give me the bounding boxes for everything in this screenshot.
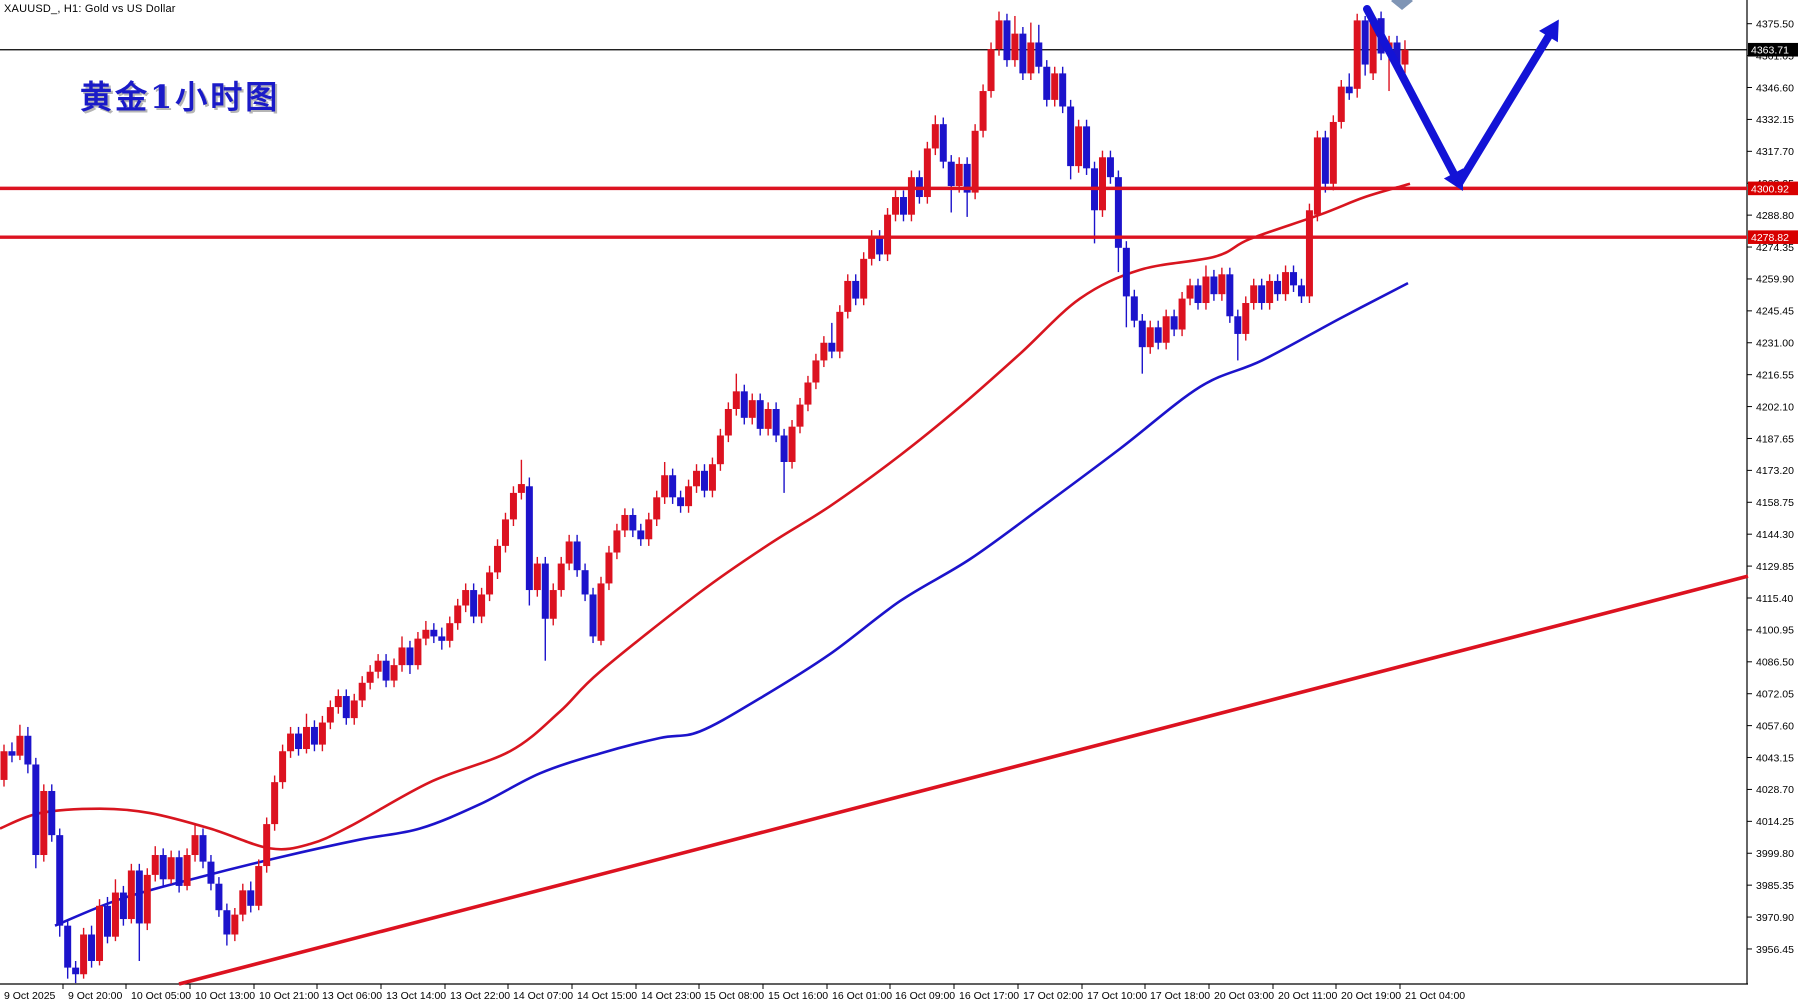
svg-text:17 Oct 10:00: 17 Oct 10:00 (1087, 990, 1147, 1002)
svg-text:4057.60: 4057.60 (1756, 720, 1794, 732)
svg-text:4278.82: 4278.82 (1751, 232, 1789, 244)
diamond-marker-icon[interactable] (1391, 0, 1413, 10)
symbol-label: XAUUSD_, H1: Gold vs US Dollar (4, 3, 176, 15)
svg-text:21 Oct 04:00: 21 Oct 04:00 (1405, 990, 1465, 1002)
svg-text:9 Oct 2025: 9 Oct 2025 (4, 990, 56, 1002)
svg-text:4363.71: 4363.71 (1751, 45, 1789, 57)
svg-text:4100.95: 4100.95 (1756, 625, 1794, 637)
price-badges: 4300.92 4278.82 4363.71 (1748, 42, 1798, 244)
svg-text:4043.15: 4043.15 (1756, 752, 1794, 764)
svg-text:4259.90: 4259.90 (1756, 274, 1794, 286)
svg-text:4332.15: 4332.15 (1756, 114, 1794, 126)
svg-text:4231.00: 4231.00 (1756, 338, 1794, 350)
svg-text:4375.50: 4375.50 (1756, 19, 1794, 31)
svg-text:4086.50: 4086.50 (1756, 657, 1794, 669)
x-axis: 9 Oct 2025 9 Oct 20:00 10 Oct 05:00 10 Oct … (4, 984, 1465, 1002)
svg-text:4202.10: 4202.10 (1756, 401, 1794, 413)
svg-text:4346.60: 4346.60 (1756, 82, 1794, 94)
svg-text:16 Oct 01:00: 16 Oct 01:00 (832, 990, 892, 1002)
svg-text:4317.70: 4317.70 (1756, 146, 1794, 158)
trendline[interactable] (178, 574, 1749, 986)
svg-text:20 Oct 03:00: 20 Oct 03:00 (1214, 990, 1274, 1002)
ma-slow-blue-line (54, 281, 1409, 927)
ma-fast-red-line (0, 182, 1411, 851)
svg-text:10 Oct 21:00: 10 Oct 21:00 (259, 990, 319, 1002)
svg-text:4187.65: 4187.65 (1756, 433, 1794, 445)
svg-text:13 Oct 22:00: 13 Oct 22:00 (450, 990, 510, 1002)
svg-text:4129.85: 4129.85 (1756, 561, 1794, 573)
svg-text:20 Oct 19:00: 20 Oct 19:00 (1341, 990, 1401, 1002)
svg-text:4014.25: 4014.25 (1756, 816, 1794, 828)
svg-text:17 Oct 02:00: 17 Oct 02:00 (1023, 990, 1083, 1002)
svg-text:4144.30: 4144.30 (1756, 529, 1794, 541)
svg-text:4288.80: 4288.80 (1756, 210, 1794, 222)
svg-text:4173.20: 4173.20 (1756, 465, 1794, 477)
svg-text:4274.35: 4274.35 (1756, 242, 1794, 254)
svg-text:3999.80: 3999.80 (1756, 848, 1794, 860)
svg-text:4028.70: 4028.70 (1756, 784, 1794, 796)
svg-text:15 Oct 08:00: 15 Oct 08:00 (704, 990, 764, 1002)
svg-text:4216.55: 4216.55 (1756, 369, 1794, 381)
forecast-arrow-annotation[interactable] (1363, 5, 1559, 192)
svg-text:20 Oct 11:00: 20 Oct 11:00 (1278, 990, 1338, 1002)
svg-text:4245.45: 4245.45 (1756, 306, 1794, 318)
svg-text:4115.40: 4115.40 (1756, 593, 1793, 605)
svg-text:14 Oct 15:00: 14 Oct 15:00 (577, 990, 637, 1002)
svg-text:4072.05: 4072.05 (1756, 689, 1794, 701)
svg-text:16 Oct 09:00: 16 Oct 09:00 (895, 990, 955, 1002)
svg-text:10 Oct 05:00: 10 Oct 05:00 (131, 990, 191, 1002)
chart-title: 黄金1小时图 (80, 78, 281, 116)
support-resistance-lines[interactable] (0, 186, 1747, 239)
chart-border (0, 0, 1748, 985)
svg-text:15 Oct 16:00: 15 Oct 16:00 (768, 990, 828, 1002)
svg-text:14 Oct 07:00: 14 Oct 07:00 (513, 990, 573, 1002)
svg-text:10 Oct 13:00: 10 Oct 13:00 (195, 990, 255, 1002)
svg-text:3956.45: 3956.45 (1756, 944, 1794, 956)
svg-text:4158.75: 4158.75 (1756, 497, 1794, 509)
candles-layer (0, 11, 1409, 984)
svg-text:14 Oct 23:00: 14 Oct 23:00 (641, 990, 701, 1002)
y-axis: 4375.504361.054346.604332.154317.704303.… (1747, 19, 1794, 956)
svg-text:3985.35: 3985.35 (1756, 880, 1794, 892)
svg-text:16 Oct 17:00: 16 Oct 17:00 (959, 990, 1019, 1002)
svg-text:13 Oct 14:00: 13 Oct 14:00 (386, 990, 446, 1002)
svg-text:4300.92: 4300.92 (1751, 183, 1789, 195)
svg-text:9 Oct 20:00: 9 Oct 20:00 (68, 990, 122, 1002)
svg-text:3970.90: 3970.90 (1756, 912, 1794, 924)
svg-text:17 Oct 18:00: 17 Oct 18:00 (1150, 990, 1210, 1002)
svg-text:13 Oct 06:00: 13 Oct 06:00 (322, 990, 382, 1002)
